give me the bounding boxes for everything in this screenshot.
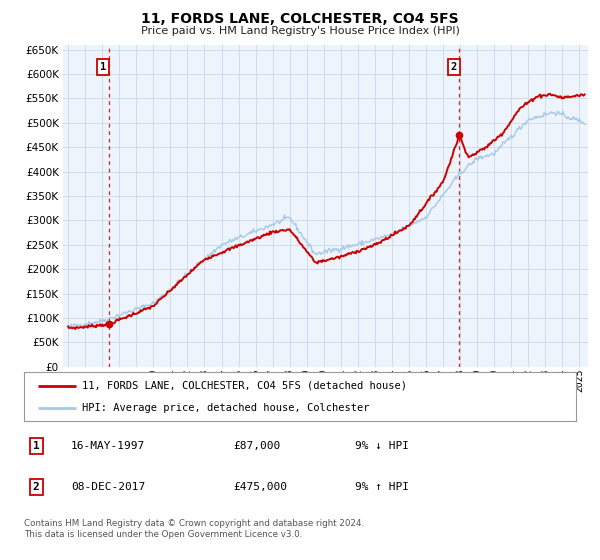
Text: 16-MAY-1997: 16-MAY-1997 <box>71 441 145 451</box>
Text: HPI: Average price, detached house, Colchester: HPI: Average price, detached house, Colc… <box>82 403 370 413</box>
Text: This data is licensed under the Open Government Licence v3.0.: This data is licensed under the Open Gov… <box>24 530 302 539</box>
Text: 1: 1 <box>33 441 40 451</box>
Text: 9% ↓ HPI: 9% ↓ HPI <box>355 441 409 451</box>
Text: 1: 1 <box>100 62 107 72</box>
Text: 11, FORDS LANE, COLCHESTER, CO4 5FS: 11, FORDS LANE, COLCHESTER, CO4 5FS <box>141 12 459 26</box>
Text: 2: 2 <box>33 482 40 492</box>
Text: £87,000: £87,000 <box>234 441 281 451</box>
Text: 9% ↑ HPI: 9% ↑ HPI <box>355 482 409 492</box>
Text: 2: 2 <box>451 62 457 72</box>
Text: £475,000: £475,000 <box>234 482 288 492</box>
Text: 08-DEC-2017: 08-DEC-2017 <box>71 482 145 492</box>
Text: Contains HM Land Registry data © Crown copyright and database right 2024.: Contains HM Land Registry data © Crown c… <box>24 519 364 528</box>
Text: 11, FORDS LANE, COLCHESTER, CO4 5FS (detached house): 11, FORDS LANE, COLCHESTER, CO4 5FS (det… <box>82 381 407 391</box>
Text: Price paid vs. HM Land Registry's House Price Index (HPI): Price paid vs. HM Land Registry's House … <box>140 26 460 36</box>
